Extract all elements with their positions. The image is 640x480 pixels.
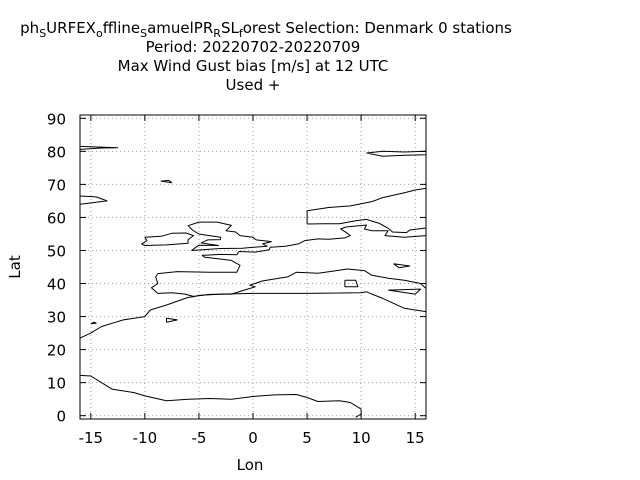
coastline <box>388 288 422 295</box>
coastline <box>80 195 108 205</box>
coastline <box>344 279 359 288</box>
y-tick-label: 20 <box>47 342 66 360</box>
chart-title: phSURFEXofflineSamuelPRRSLforest Selecti… <box>20 19 512 40</box>
coastline <box>160 179 173 184</box>
coastline <box>141 232 194 246</box>
coastline <box>187 221 272 251</box>
coastline <box>80 145 119 150</box>
y-tick-label: 70 <box>47 176 66 194</box>
coastline <box>80 374 362 418</box>
y-tick-label: 30 <box>47 309 66 327</box>
y-tick-label: 50 <box>47 242 66 260</box>
chart-metric: Max Wind Gust bias [m/s] at 12 UTC <box>118 57 389 75</box>
x-tick-label: -5 <box>191 429 206 447</box>
x-tick-label: 10 <box>352 429 371 447</box>
coastline <box>306 187 426 224</box>
axis-ticks: -15 -10 -5 0 5 10 15 0 10 20 30 40 50 60 70 80 90 <box>47 110 426 447</box>
y-tick-label: 60 <box>47 209 66 227</box>
y-tick-label: 90 <box>47 110 66 128</box>
coastline <box>393 263 411 269</box>
coastline <box>366 150 426 157</box>
y-tick-label: 40 <box>47 276 66 294</box>
y-tick-label: 80 <box>47 143 66 161</box>
x-tick-label: 0 <box>248 429 258 447</box>
coastline <box>307 218 426 234</box>
y-axis-label: Lat <box>6 255 24 279</box>
coastline <box>166 317 178 323</box>
y-tick-label: 10 <box>47 375 66 393</box>
chart-legend: Used + <box>226 76 281 94</box>
coastline-map <box>80 145 426 418</box>
coastline <box>90 321 97 325</box>
y-tick-label: 0 <box>56 408 66 426</box>
x-tick-label: -10 <box>133 429 158 447</box>
coastline <box>150 268 426 297</box>
chart-period: Period: 20220702-20220709 <box>146 38 361 56</box>
x-tick-label: 5 <box>302 429 312 447</box>
x-axis-label: Lon <box>237 456 264 474</box>
grid <box>80 115 426 419</box>
x-tick-label: -15 <box>79 429 104 447</box>
coastline <box>157 224 426 275</box>
x-tick-label: 15 <box>406 429 425 447</box>
